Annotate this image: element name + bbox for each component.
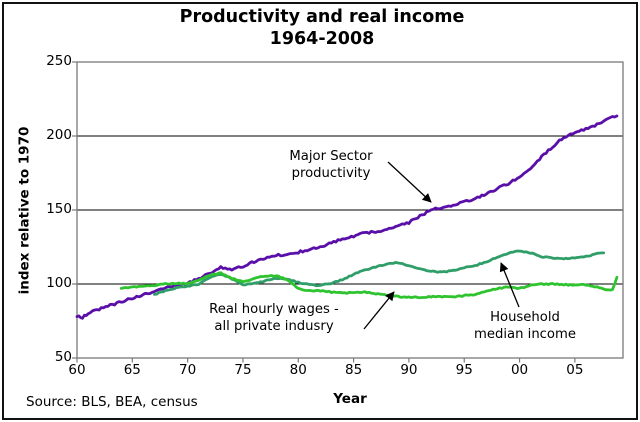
major-sector-productivity-line: [75, 114, 619, 320]
x-tick-label-90: 90: [400, 362, 418, 378]
y-tick-label-200: 200: [46, 127, 72, 143]
household-median-income-arrow: [499, 262, 520, 308]
annotation-major-sector-productivity: Major Sector productivity: [236, 149, 426, 182]
source-note: Source: BLS, BEA, census: [26, 394, 198, 410]
annotation-line: all private indusry: [214, 318, 334, 334]
x-tick-label-05: 05: [566, 362, 584, 378]
x-tick-label-65: 65: [123, 362, 141, 378]
annotation-line: productivity: [291, 165, 371, 181]
y-tick-label-100: 100: [46, 275, 72, 291]
x-tick-label-00: 00: [510, 362, 529, 378]
annotation-real-hourly-wages-all-private-indusry: Real hourly wages - all private indusry: [179, 302, 369, 335]
chart-title-line1: Productivity and real income: [179, 7, 465, 27]
y-tick-label-250: 250: [46, 53, 72, 69]
major-sector-productivity-arrow: [387, 161, 432, 203]
x-tick-label-95: 95: [455, 362, 473, 378]
chart-title-line2: 1964-2008: [269, 29, 375, 49]
x-tick-label-75: 75: [234, 362, 252, 378]
y-axis-title: index relative to 1970: [16, 126, 33, 295]
x-tick-label-80: 80: [289, 362, 307, 378]
annotation-line: Major Sector: [289, 149, 373, 164]
real-hourly-wages-all-private-indusry-line: [119, 271, 619, 300]
real-hourly-wages-all-private-indusry-arrow: [363, 291, 395, 330]
annotation-household-median-income: Household median income: [430, 310, 620, 343]
chart-title: Productivity and real income 1964-2008: [20, 6, 624, 50]
y-tick-label-50: 50: [54, 349, 72, 365]
x-tick-label-60: 60: [68, 362, 86, 378]
x-tick-label-70: 70: [179, 362, 197, 378]
annotation-line: Real hourly wages -: [209, 302, 339, 317]
y-tick-label-150: 150: [46, 201, 72, 217]
x-axis-title: Year: [333, 391, 367, 407]
annotation-line: median income: [474, 326, 576, 342]
annotation-line: Household: [490, 310, 560, 325]
x-tick-label-85: 85: [345, 362, 363, 378]
